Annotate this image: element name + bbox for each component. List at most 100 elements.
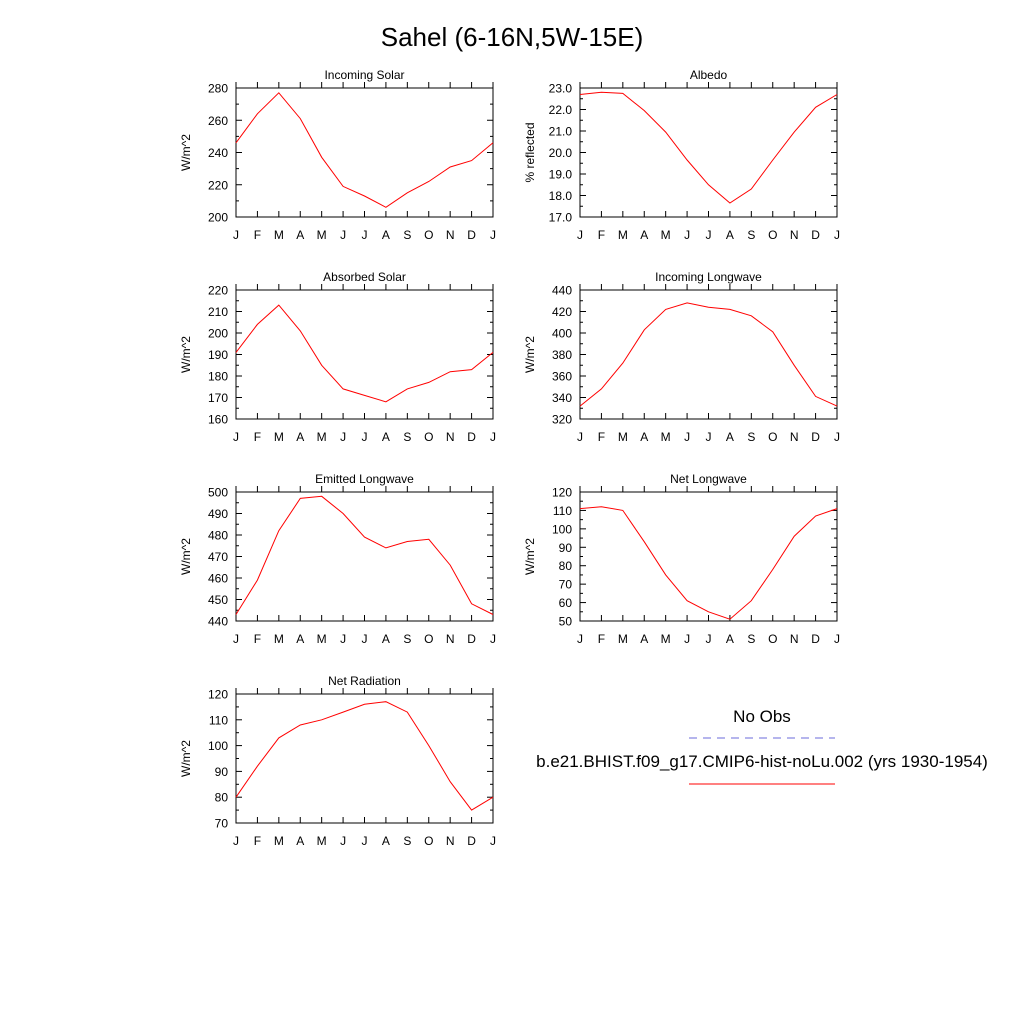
x-tick-label: A xyxy=(382,632,390,646)
x-tick-label: A xyxy=(382,834,390,848)
x-tick-label: A xyxy=(640,632,648,646)
x-tick-label: J xyxy=(233,834,239,848)
x-tick-label: S xyxy=(747,632,755,646)
x-tick-label: M xyxy=(317,834,327,848)
y-tick-label: 23.0 xyxy=(549,82,573,96)
x-tick-label: N xyxy=(446,430,455,444)
series-line-0 xyxy=(579,91,838,204)
x-tick-label: D xyxy=(811,228,820,242)
y-axis-label: W/m^2 xyxy=(523,538,537,575)
y-tick-label: 17.0 xyxy=(549,211,573,225)
y-tick-label: 440 xyxy=(208,615,228,629)
y-tick-label: 110 xyxy=(209,713,228,727)
y-axis-label: W/m^2 xyxy=(179,538,193,575)
x-tick-label: O xyxy=(424,228,433,242)
x-tick-label: D xyxy=(467,632,476,646)
x-tick-label: F xyxy=(598,228,605,242)
x-tick-label: F xyxy=(598,632,605,646)
x-tick-label: F xyxy=(254,632,261,646)
x-tick-label: S xyxy=(403,632,411,646)
series-line-0 xyxy=(235,92,494,208)
y-tick-label: 100 xyxy=(208,739,228,753)
series-line-0 xyxy=(235,495,494,615)
plot-frame xyxy=(579,289,838,420)
y-tick-label: 180 xyxy=(208,370,228,384)
x-tick-label: N xyxy=(446,632,455,646)
x-tick-label: J xyxy=(340,228,346,242)
x-tick-label: O xyxy=(424,430,433,444)
x-tick-label: M xyxy=(274,228,284,242)
x-tick-label: O xyxy=(424,632,433,646)
x-tick-label: N xyxy=(790,632,799,646)
x-tick-label: O xyxy=(768,632,777,646)
x-tick-label: J xyxy=(490,834,496,848)
y-tick-label: 70 xyxy=(559,578,573,592)
y-tick-label: 320 xyxy=(552,413,572,427)
x-tick-label: M xyxy=(618,632,628,646)
x-tick-label: A xyxy=(382,430,390,444)
y-tick-label: 440 xyxy=(552,284,572,298)
y-tick-label: 420 xyxy=(552,305,572,319)
plot-frame xyxy=(235,693,494,824)
y-tick-label: 490 xyxy=(208,507,228,521)
x-tick-label: J xyxy=(362,430,368,444)
y-axis-label: W/m^2 xyxy=(179,336,193,373)
x-tick-label: J xyxy=(490,228,496,242)
x-tick-label: J xyxy=(577,430,583,444)
panel-title: Incoming Solar xyxy=(324,68,404,82)
x-tick-label: F xyxy=(254,430,261,444)
series-line-0 xyxy=(579,302,838,407)
x-tick-label: A xyxy=(296,430,304,444)
x-tick-label: J xyxy=(233,228,239,242)
x-tick-label: A xyxy=(726,430,734,444)
panel-title: Emitted Longwave xyxy=(315,472,414,486)
x-tick-label: A xyxy=(296,834,304,848)
y-tick-label: 470 xyxy=(208,550,228,564)
series-line-0 xyxy=(579,506,838,620)
x-tick-label: J xyxy=(340,632,346,646)
y-tick-label: 220 xyxy=(208,178,228,192)
y-tick-label: 60 xyxy=(559,596,573,610)
y-axis-label: W/m^2 xyxy=(523,336,537,373)
y-tick-label: 280 xyxy=(208,82,228,96)
x-tick-label: J xyxy=(362,228,368,242)
x-tick-label: A xyxy=(296,632,304,646)
x-tick-label: S xyxy=(747,430,755,444)
x-tick-label: M xyxy=(661,228,671,242)
x-tick-label: D xyxy=(467,834,476,848)
y-tick-label: 400 xyxy=(552,327,572,341)
x-tick-label: F xyxy=(254,834,261,848)
x-tick-label: S xyxy=(747,228,755,242)
y-tick-label: 190 xyxy=(208,348,228,362)
y-tick-label: 240 xyxy=(208,146,228,160)
x-tick-label: M xyxy=(661,430,671,444)
plot-frame xyxy=(235,87,494,218)
x-tick-label: N xyxy=(446,834,455,848)
y-tick-label: 50 xyxy=(559,615,573,629)
series-line-0 xyxy=(235,304,494,403)
y-tick-label: 260 xyxy=(208,114,228,128)
y-tick-label: 360 xyxy=(552,370,572,384)
x-tick-label: M xyxy=(317,632,327,646)
x-tick-label: J xyxy=(684,632,690,646)
x-tick-label: S xyxy=(403,834,411,848)
x-tick-label: J xyxy=(340,430,346,444)
x-tick-label: S xyxy=(403,228,411,242)
x-tick-label: J xyxy=(706,228,712,242)
y-tick-label: 120 xyxy=(552,486,572,500)
x-tick-label: N xyxy=(446,228,455,242)
x-tick-label: M xyxy=(618,430,628,444)
figure-title: Sahel (6-16N,5W-15E) xyxy=(381,22,644,52)
legend-obs-label: No Obs xyxy=(733,707,791,726)
y-tick-label: 500 xyxy=(208,486,228,500)
y-tick-label: 100 xyxy=(552,522,572,536)
panel-title: Absorbed Solar xyxy=(323,270,406,284)
y-tick-label: 120 xyxy=(208,688,228,702)
x-tick-label: M xyxy=(661,632,671,646)
y-tick-label: 21.0 xyxy=(549,125,573,139)
